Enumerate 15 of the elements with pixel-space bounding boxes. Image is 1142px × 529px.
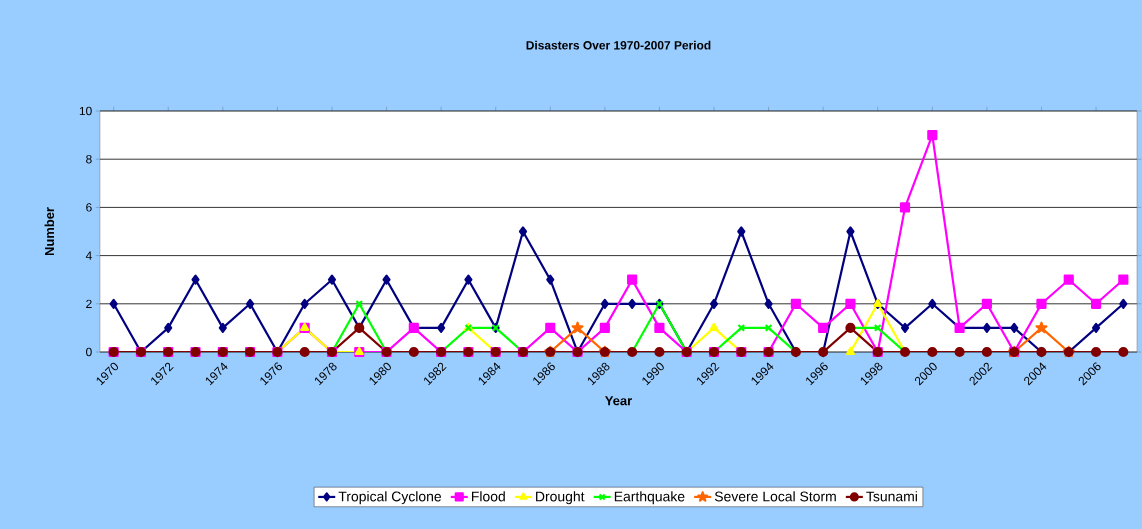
legend-label: Tropical Cyclone <box>338 491 442 505</box>
y-tick-label: 0 <box>86 347 92 357</box>
y-axis-title: Number <box>44 207 55 256</box>
legend-label: Earthquake <box>614 491 685 505</box>
y-tick-label: 4 <box>85 251 92 260</box>
legend-label: Drought <box>536 491 585 505</box>
legend-label: Flood <box>471 491 505 502</box>
y-tick-label: 10 <box>79 106 92 116</box>
chart-title: Disasters Over 1970-2007 Period <box>526 40 711 50</box>
y-tick-label: 8 <box>86 154 92 164</box>
legend-label: Tsunami <box>866 491 917 502</box>
x-axis-title: Year <box>605 396 632 406</box>
legend-label: Severe Local Storm <box>714 491 836 502</box>
y-tick-label: 6 <box>86 203 92 212</box>
y-tick-label: 2 <box>86 299 92 308</box>
